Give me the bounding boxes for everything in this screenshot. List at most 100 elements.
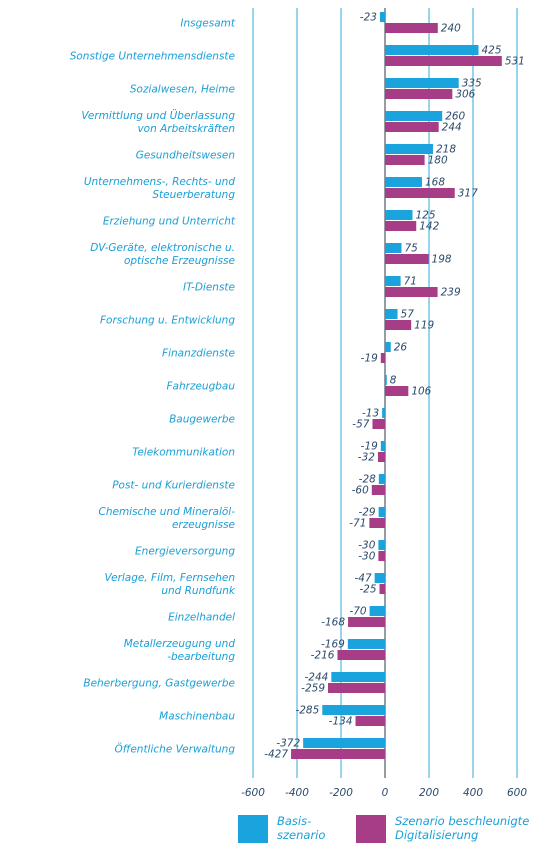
legend-swatch-digital [356,815,386,843]
category-label: Energieversorgung [135,546,235,558]
bar-basis [385,375,387,385]
value-label: -60 [352,485,369,497]
bar-digital [378,551,385,561]
value-label: 26 [394,342,408,354]
category-label: Chemische und Mineralöl-erzeugnisse [99,506,236,531]
value-label: 180 [428,155,448,167]
value-label: -19 [361,441,378,453]
value-label: -169 [321,639,345,651]
bar-digital [385,320,412,330]
x-tick-label: -600 [241,787,265,799]
category-label: DV-Geräte, elektronische u. optische Erze… [90,242,235,267]
bar-basis [385,276,401,286]
value-label: 125 [416,210,436,222]
bar-basis [303,738,385,748]
value-label: 244 [442,122,462,134]
bar-basis [378,507,385,517]
category-label: IT-Dienste [183,282,235,294]
value-label: 119 [414,320,434,332]
x-axis: -600 -400 -200 0 200 400 600 [241,787,527,799]
category-label: Metallerzeugung und -bearbeitung [124,638,236,663]
x-tick-label: 600 [507,787,527,799]
legend-label: Szenario beschleunigte Digitalisierung [395,814,529,842]
value-label: 335 [462,78,482,90]
bar-basis [380,441,385,451]
value-label: 218 [436,144,456,156]
bar-basis [322,705,385,715]
bar-basis [385,78,459,88]
value-label: -19 [361,353,378,365]
value-label: -28 [359,474,376,486]
bar-basis [385,144,433,154]
value-label: -285 [295,705,319,717]
value-label: -259 [301,683,325,695]
bar-basis [369,606,385,616]
value-label: 142 [419,221,439,233]
bar-digital [369,518,385,528]
bar-digital [348,617,385,627]
bar-digital [385,287,438,297]
bar-digital [385,56,502,66]
value-label: -216 [311,650,335,662]
bar-digital [328,683,385,693]
bar-digital [385,386,409,396]
bar-basis [385,210,413,220]
category-label: Forschung u. Entwicklung [100,315,235,327]
value-label: -244 [304,672,328,684]
category-label: Vermittlung und Überlassung von Arbeitskr… [81,109,235,135]
value-label: -372 [276,738,300,750]
bar-basis [374,573,385,583]
value-label: 240 [441,23,461,35]
category-label: Finanzdienste [162,348,235,360]
x-tick-label: 200 [419,787,439,799]
category-label: Fahrzeugbau [167,381,236,393]
category-label: Baugewerbe [169,414,235,426]
category-label: Post- und Kurierdienste [112,480,235,492]
value-label: -134 [329,716,353,728]
category-label: Sonstige Unternehmensdienste [70,51,235,63]
bar-digital [372,419,385,429]
category-label: Einzelhandel [168,612,235,624]
value-label: -13 [362,408,379,420]
value-label: -30 [358,540,375,552]
bar-digital [385,23,438,33]
category-label: Verlage, Film, Fernsehen und Rundfunk [105,572,236,597]
legend-swatch-basis [238,815,268,843]
bar-digital [385,221,417,231]
value-label: 306 [455,89,475,101]
legend: Basis-szenario Szenario beschleunigte Digi… [238,814,529,843]
value-label: 198 [432,254,452,266]
value-label: -23 [360,12,377,24]
value-label: -32 [358,452,375,464]
value-label: -57 [352,419,369,431]
bar-digital [291,749,385,759]
value-label: -47 [355,573,372,585]
bar-digital [385,188,455,198]
x-tick-label: 400 [463,787,483,799]
value-label: 57 [401,309,415,321]
x-tick-label: 0 [382,787,389,799]
bar-basis [385,342,391,352]
category-label: Unternehmens-, Rechts- und Steuerberatung [84,176,235,201]
value-label: -25 [359,584,376,596]
category-label: Gesundheitswesen [136,150,235,162]
bar-digital [337,650,385,660]
bar-basis [378,474,385,484]
value-label: 71 [404,276,417,288]
bar-digital [385,122,439,132]
bar-digital [377,452,385,462]
bar-digital [385,155,425,165]
bar-basis [385,309,398,319]
legend-label: Basis-szenario [277,814,325,842]
category-label: Insgesamt [180,18,235,30]
bar-digital [379,584,385,594]
bar-digital [380,353,385,363]
bar-basis [385,111,443,121]
value-label: -30 [358,551,375,563]
value-label: 106 [411,386,431,398]
value-label: -168 [321,617,345,629]
value-label: 317 [458,188,478,200]
bar-basis [331,672,385,682]
category-label: Telekommunikation [132,447,235,459]
